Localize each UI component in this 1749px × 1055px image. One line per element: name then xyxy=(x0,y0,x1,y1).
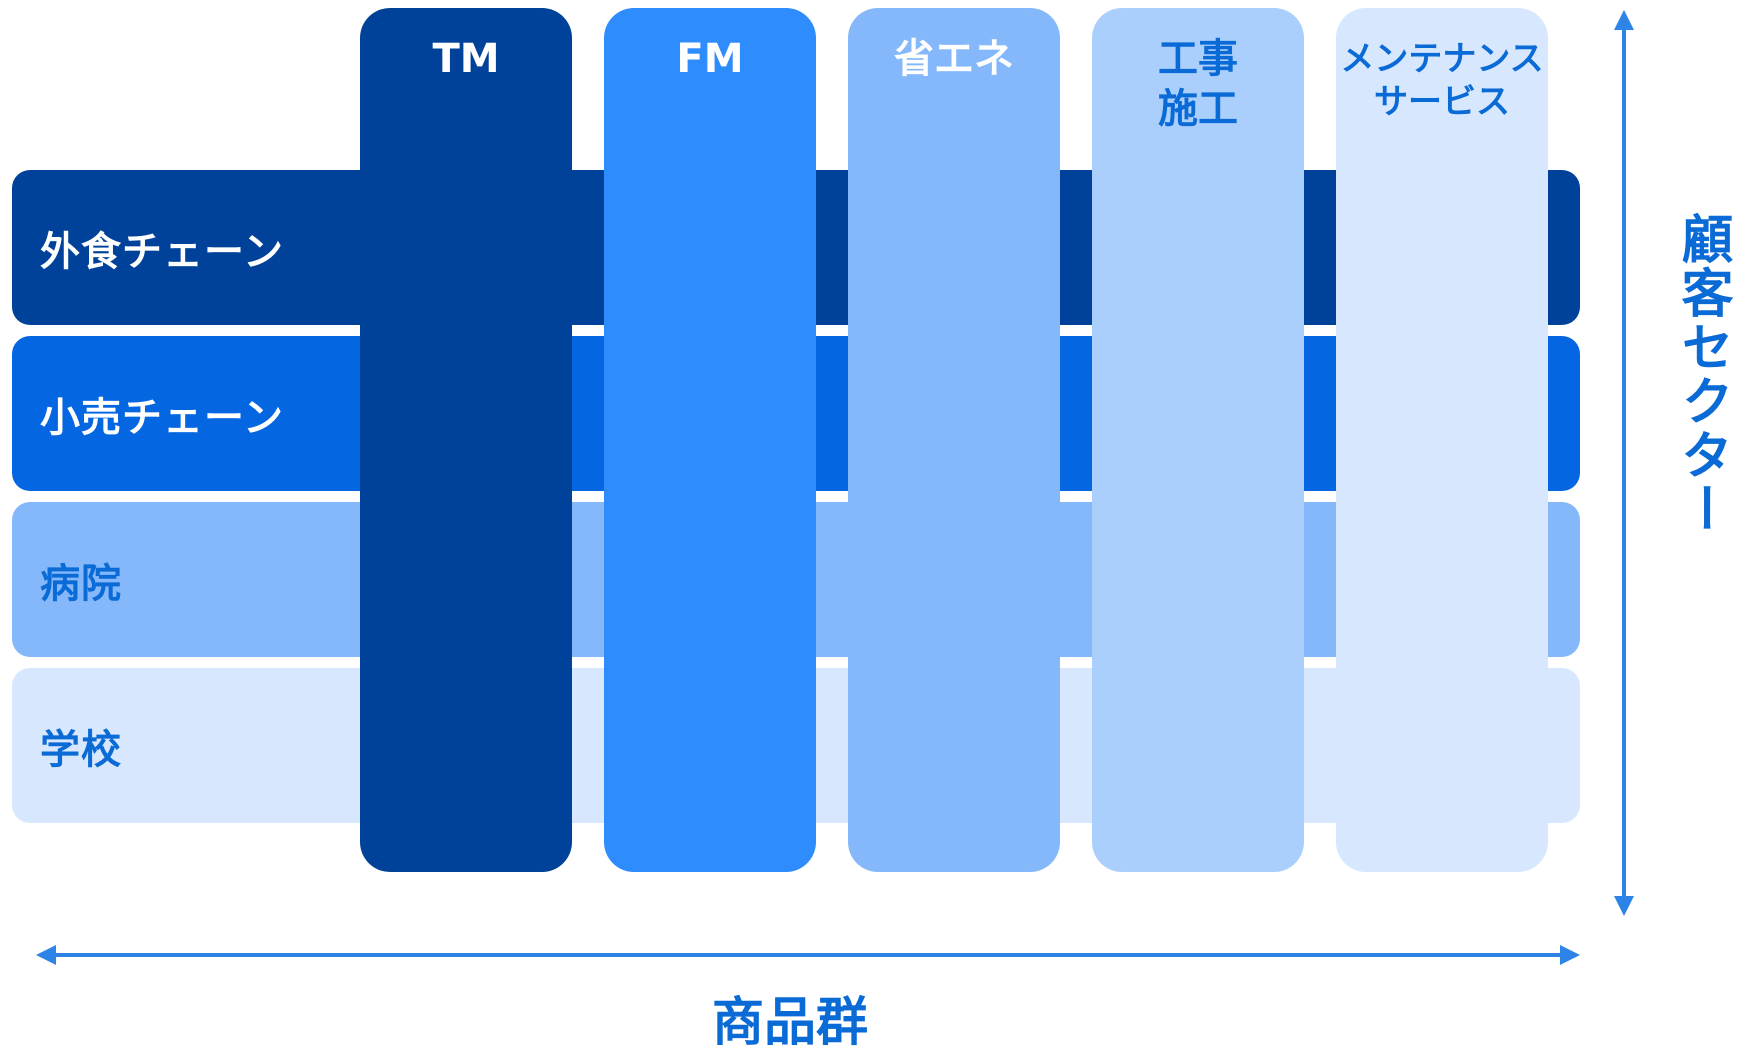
product-column-construction: 工事 施工 xyxy=(1092,8,1304,872)
vertical-axis-arrow xyxy=(1614,10,1634,916)
product-label-energy-saving: 省エネ xyxy=(894,36,1014,82)
product-label-fm: FM xyxy=(676,36,744,82)
product-column-tm: TM xyxy=(360,8,572,872)
product-label-maintenance: メンテナンス サービス xyxy=(1340,39,1544,122)
sector-label-retail-chain: 小売チェーン xyxy=(40,394,284,441)
sector-label-food-chain: 外食チェーン xyxy=(40,228,284,275)
x-axis-label: 商品群 xyxy=(711,993,868,1053)
product-column-energy-saving: 省エネ xyxy=(848,8,1060,872)
product-label-construction: 工事 施工 xyxy=(1158,36,1238,132)
product-label-tm: TM xyxy=(432,36,500,82)
sector-label-hospital: 病院 xyxy=(40,560,122,607)
product-column-fm: FM xyxy=(604,8,816,872)
y-axis-label: 顧客セクター xyxy=(1672,212,1732,536)
product-column-maintenance: メンテナンス サービス xyxy=(1336,8,1548,872)
horizontal-axis-arrow xyxy=(36,945,1580,965)
sector-label-school: 学校 xyxy=(40,726,122,773)
